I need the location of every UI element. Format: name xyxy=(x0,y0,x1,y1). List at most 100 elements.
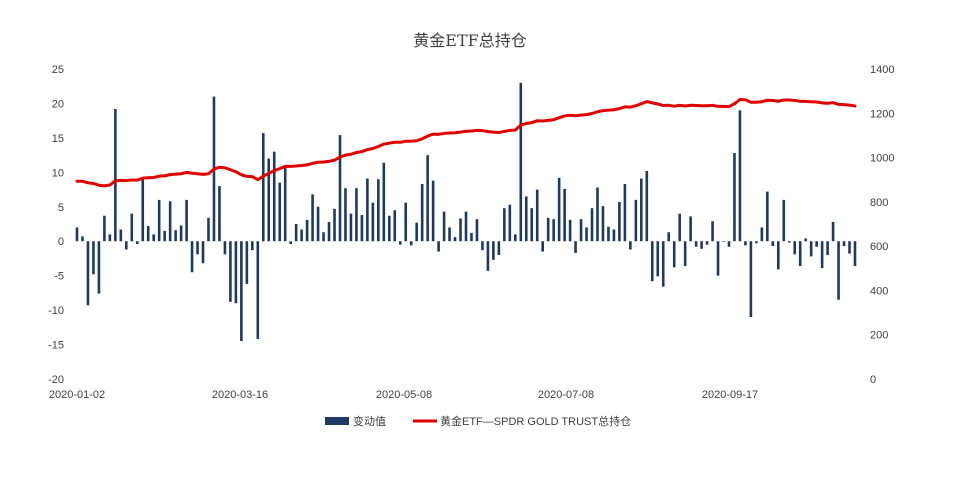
bar xyxy=(179,225,183,242)
left-axis: 25 20 15 10 5 0 -5 -10 -15 -20 xyxy=(48,64,64,386)
x-tick-label: 2020-07-08 xyxy=(538,389,594,401)
bar xyxy=(377,179,380,242)
legend-line-label: 黄金ETF—SPDR GOLD TRUST总持仓 xyxy=(440,414,631,428)
bar xyxy=(727,241,731,247)
bar xyxy=(848,241,851,254)
bar xyxy=(344,188,347,242)
bar xyxy=(234,241,238,304)
bar xyxy=(689,216,692,242)
bar xyxy=(656,241,660,277)
bar xyxy=(787,241,791,243)
left-tick-label: 20 xyxy=(52,98,64,110)
bar xyxy=(481,241,484,251)
bar xyxy=(683,241,687,267)
left-tick-label: 0 xyxy=(58,236,64,248)
legend-bar-swatch xyxy=(325,417,349,425)
bar xyxy=(590,208,594,242)
bar xyxy=(393,210,397,242)
x-tick-label: 2020-05-08 xyxy=(376,389,432,401)
bar xyxy=(557,177,561,242)
bar-series xyxy=(75,82,857,342)
bar xyxy=(267,158,271,242)
bar xyxy=(130,213,134,242)
bar xyxy=(103,215,106,242)
bar xyxy=(366,178,369,242)
legend: 变动值 黄金ETF—SPDR GOLD TRUST总持仓 xyxy=(325,414,631,428)
bar xyxy=(426,155,429,242)
left-tick-label: 10 xyxy=(52,167,64,179)
bar xyxy=(152,234,155,242)
bar xyxy=(278,182,282,242)
bar xyxy=(552,219,555,242)
bar xyxy=(634,199,638,242)
bar xyxy=(568,219,572,242)
bar xyxy=(409,241,413,246)
bar xyxy=(579,219,583,242)
bar xyxy=(453,237,457,242)
holdings-line xyxy=(75,98,857,188)
bar xyxy=(114,108,117,242)
bar xyxy=(75,227,79,242)
bar xyxy=(86,241,90,306)
bar xyxy=(420,184,424,242)
bar xyxy=(661,241,665,287)
bar xyxy=(749,241,753,317)
right-axis: 1400 1200 1000 800 600 400 200 0 xyxy=(870,64,894,386)
line-series xyxy=(75,98,857,188)
bar xyxy=(333,208,336,242)
bar xyxy=(360,215,364,242)
bar xyxy=(97,241,101,294)
bar xyxy=(574,241,577,253)
bar xyxy=(398,241,402,245)
bar xyxy=(168,201,172,242)
bar xyxy=(388,215,391,242)
bar xyxy=(503,208,506,242)
bar xyxy=(294,224,298,242)
bar xyxy=(700,241,703,249)
bar xyxy=(760,227,764,242)
bar xyxy=(777,241,780,270)
bar xyxy=(733,153,736,242)
bar xyxy=(541,241,544,252)
bar xyxy=(842,241,846,247)
bar xyxy=(650,241,654,282)
bar xyxy=(448,227,451,242)
bar xyxy=(601,206,605,242)
x-tick-label: 2020-09-17 xyxy=(702,389,758,401)
bar xyxy=(125,241,128,250)
left-tick-label: -15 xyxy=(48,340,64,352)
left-tick-label: -5 xyxy=(54,271,64,283)
bar xyxy=(190,241,194,273)
bar xyxy=(92,241,95,275)
x-tick-label: 2020-03-16 xyxy=(212,389,268,401)
bar xyxy=(251,241,254,251)
bar xyxy=(782,199,786,242)
left-tick-label: 25 xyxy=(52,64,64,76)
bar xyxy=(705,241,709,245)
bar xyxy=(135,241,139,244)
bar xyxy=(146,226,150,242)
right-tick-label: 600 xyxy=(870,241,888,253)
bar xyxy=(157,199,161,242)
bar xyxy=(404,202,408,242)
bar xyxy=(607,226,610,242)
left-tick-label: 15 xyxy=(52,133,64,145)
bar xyxy=(820,241,824,269)
bar xyxy=(218,186,221,242)
right-tick-label: 200 xyxy=(870,330,888,342)
bar xyxy=(546,217,550,242)
bar xyxy=(223,241,227,255)
bar xyxy=(716,241,720,276)
bar xyxy=(442,211,446,242)
bar xyxy=(437,241,440,252)
right-tick-label: 800 xyxy=(870,197,888,209)
bar xyxy=(793,241,797,255)
bar xyxy=(289,241,292,244)
bar xyxy=(141,177,145,242)
bar xyxy=(492,241,495,260)
bar xyxy=(694,241,698,247)
bar xyxy=(853,241,857,267)
bar xyxy=(415,222,418,242)
bar xyxy=(514,234,517,242)
